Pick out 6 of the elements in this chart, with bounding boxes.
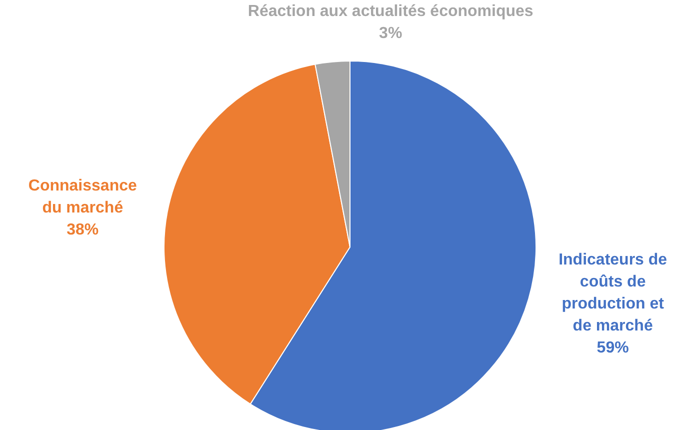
slice-label: Connaissance du marché <box>28 178 137 217</box>
data-label: 59% <box>596 340 629 357</box>
data-label: 38% <box>66 222 99 239</box>
slice-label: Réaction aux actualités économiques <box>248 3 534 20</box>
slice-label: Indicateurs de coûts de production et de marché <box>558 252 668 335</box>
data-label: 3% <box>379 25 402 42</box>
